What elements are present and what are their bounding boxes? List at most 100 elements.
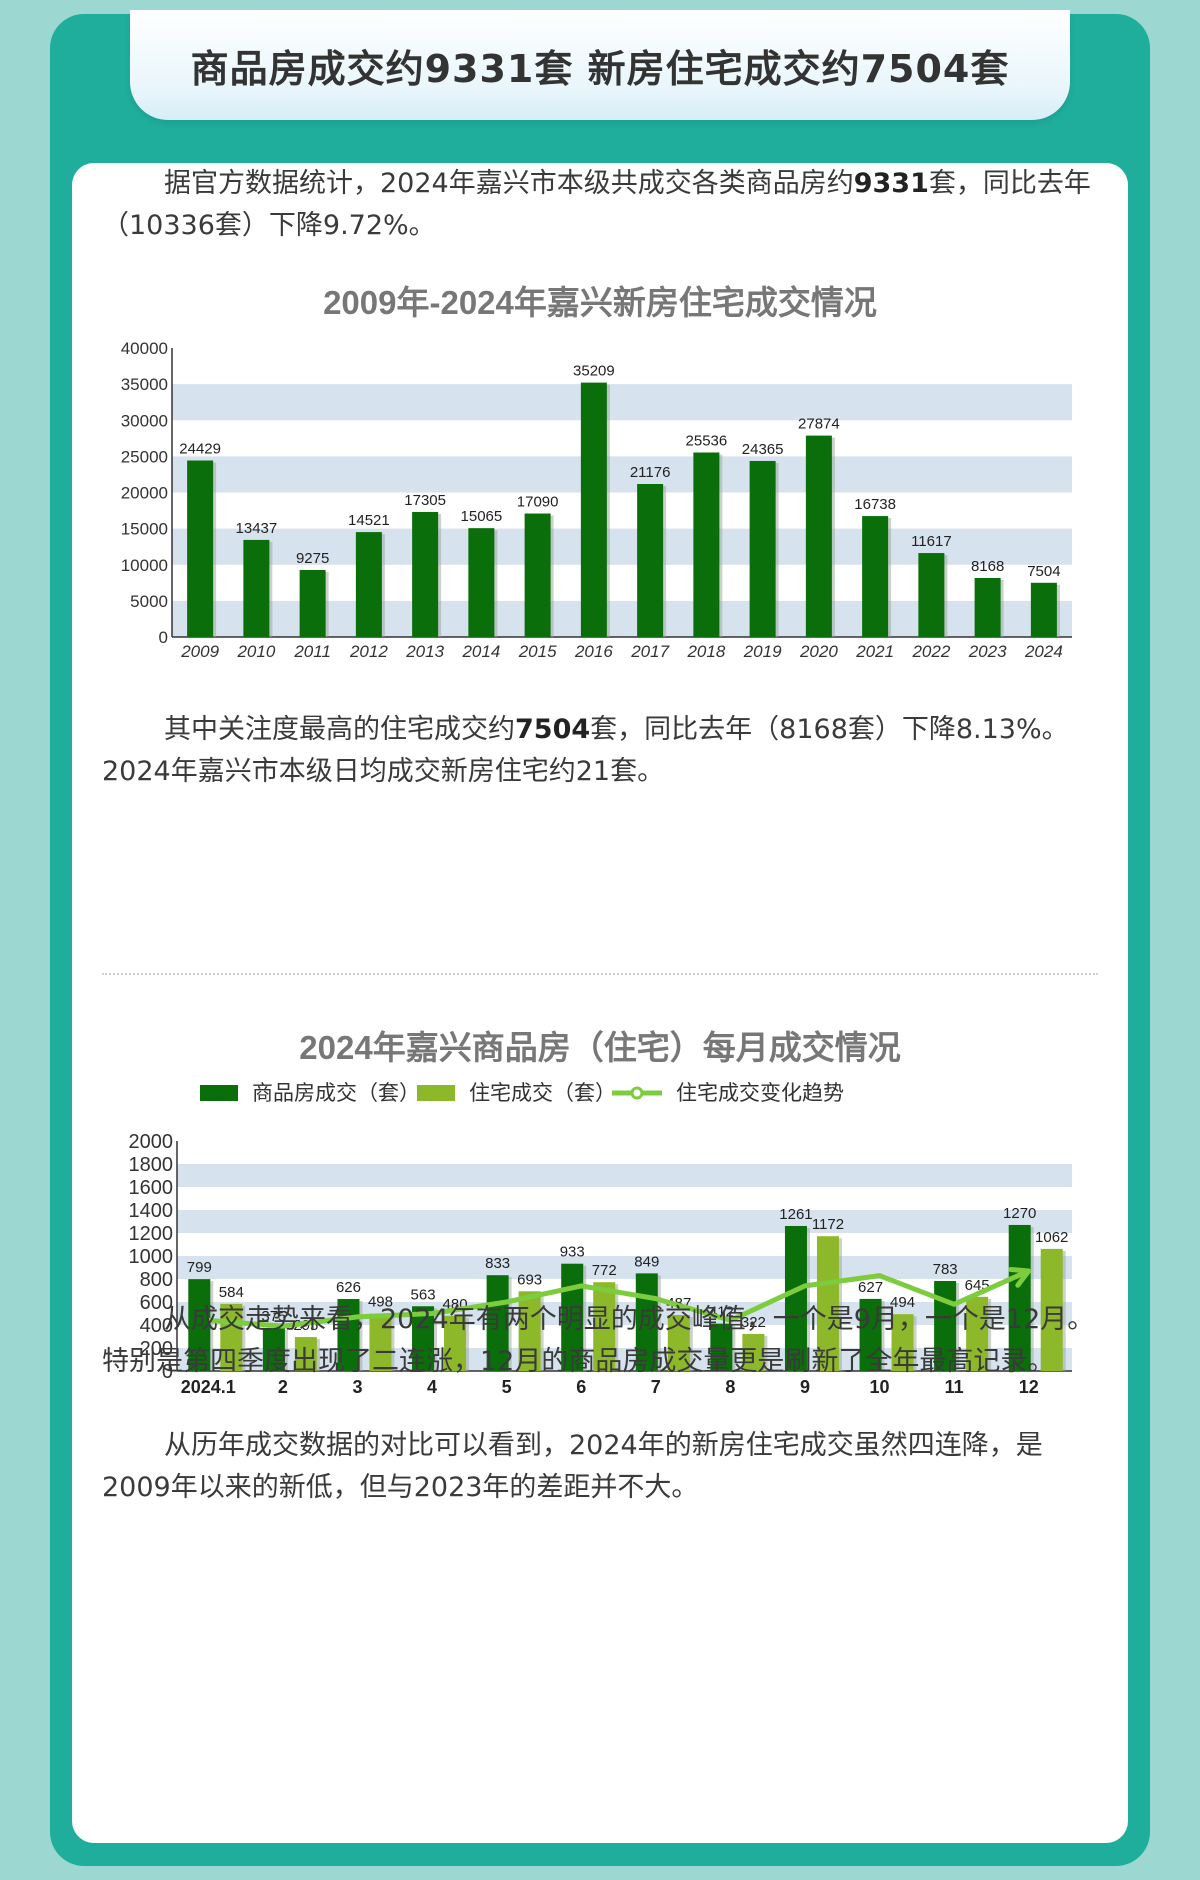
x-tick-label: 2014 bbox=[461, 642, 500, 661]
annual-chart: 2009年-2024年嘉兴新房住宅成交情况 0 5000 10000 15000 2000… bbox=[121, 284, 1072, 661]
bar-residential bbox=[816, 1236, 839, 1371]
y-tick-label: 1000 bbox=[129, 1246, 174, 1268]
y-tick-label: 200 bbox=[140, 1338, 173, 1360]
bar bbox=[749, 460, 776, 637]
data-label: 13437 bbox=[236, 520, 278, 537]
y-tick-label: 0 bbox=[162, 1361, 173, 1383]
data-label: 35209 bbox=[573, 363, 615, 380]
y-tick-label: 2000 bbox=[129, 1131, 174, 1153]
x-tick-label: 2018 bbox=[686, 642, 725, 661]
bar bbox=[299, 569, 326, 637]
x-tick-label: 5 bbox=[502, 1377, 512, 1397]
bar-commercial bbox=[710, 1323, 733, 1371]
data-label: 772 bbox=[592, 1262, 617, 1279]
grid-band bbox=[177, 1256, 1072, 1279]
highlight-number: 7504 bbox=[515, 714, 591, 745]
data-label: 626 bbox=[336, 1279, 361, 1296]
page-title: 商品房成交约9331套 新房住宅成交约7504套 bbox=[190, 46, 1010, 91]
highlight-number: 9331 bbox=[853, 168, 929, 199]
bar-residential bbox=[891, 1314, 914, 1371]
data-label: 563 bbox=[411, 1286, 436, 1303]
comparison-paragraph: 从历年成交数据的对比可以看到，2024年的新房住宅成交虽然四连降，是2009年以… bbox=[102, 1430, 1043, 1503]
x-tick-label: 12 bbox=[1019, 1377, 1039, 1397]
bar bbox=[187, 460, 214, 637]
bar bbox=[918, 553, 945, 637]
data-label: 322 bbox=[741, 1314, 766, 1331]
trend-paragraph: 从成交走势来看，2024年有两个明显的成交峰值，一个是9月，一个是12月。特别是… bbox=[102, 1304, 1095, 1377]
bar bbox=[974, 577, 1001, 637]
bar bbox=[862, 516, 889, 637]
y-tick-label: 1600 bbox=[129, 1177, 174, 1199]
data-label: 693 bbox=[517, 1271, 542, 1288]
bar-commercial bbox=[412, 1306, 435, 1371]
bar-commercial bbox=[859, 1298, 882, 1371]
y-tick-label: 35000 bbox=[121, 375, 168, 394]
bar-residential bbox=[966, 1296, 989, 1371]
x-tick-label: 4 bbox=[427, 1377, 437, 1397]
y-tick-label: 600 bbox=[140, 1292, 173, 1314]
y-tick-label: 400 bbox=[140, 1315, 173, 1337]
legend-swatch bbox=[417, 1085, 455, 1101]
y-tick-label: 30000 bbox=[121, 411, 168, 430]
bar-commercial bbox=[1008, 1224, 1031, 1371]
bar-residential bbox=[1040, 1248, 1063, 1371]
y-tick-label: 1200 bbox=[129, 1223, 174, 1245]
bar bbox=[243, 539, 270, 637]
bar bbox=[355, 532, 382, 637]
bar bbox=[468, 528, 495, 637]
bar bbox=[580, 382, 607, 637]
grid-band bbox=[177, 1164, 1072, 1187]
data-label: 8168 bbox=[971, 558, 1004, 575]
y-tick-label: 1800 bbox=[129, 1154, 174, 1176]
legend-marker bbox=[630, 1086, 644, 1100]
x-tick-label: 2024 bbox=[1024, 642, 1063, 661]
residential-paragraph: 其中关注度最高的住宅成交约7504套，同比去年（8168套）下降8.13%。20… bbox=[102, 714, 1069, 787]
data-label: 9275 bbox=[296, 550, 329, 567]
x-tick-label: 2021 bbox=[855, 642, 894, 661]
y-tick-label: 10000 bbox=[121, 556, 168, 575]
x-tick-label: 6 bbox=[576, 1377, 586, 1397]
data-label: 627 bbox=[858, 1279, 883, 1296]
bar-residential bbox=[294, 1337, 317, 1371]
x-tick-label: 2013 bbox=[405, 642, 444, 661]
y-tick-label: 40000 bbox=[121, 339, 168, 358]
data-label: 24365 bbox=[742, 441, 784, 458]
data-label: 1261 bbox=[779, 1206, 812, 1223]
x-tick-label: 2024.1 bbox=[181, 1377, 236, 1397]
data-label: 24429 bbox=[179, 441, 221, 458]
x-tick-label: 8 bbox=[725, 1377, 735, 1397]
data-label: 783 bbox=[933, 1261, 958, 1278]
bar-commercial bbox=[188, 1279, 211, 1371]
data-label: 17090 bbox=[517, 494, 559, 511]
x-tick-label: 7 bbox=[651, 1377, 661, 1397]
x-tick-label: 2 bbox=[278, 1377, 288, 1397]
x-tick-label: 2011 bbox=[293, 642, 331, 661]
data-label: 15065 bbox=[461, 508, 503, 525]
data-label: 494 bbox=[890, 1294, 915, 1311]
trend-line bbox=[208, 1268, 1030, 1329]
x-tick-label: 2022 bbox=[911, 642, 950, 661]
bar bbox=[637, 484, 664, 637]
x-tick-label: 2012 bbox=[349, 642, 388, 661]
bar-residential bbox=[742, 1333, 765, 1371]
intro-paragraph: 据官方数据统计，2024年嘉兴市本级共成交各类商品房约9331套，同比去年（10… bbox=[102, 168, 1091, 241]
x-tick-label: 2015 bbox=[518, 642, 557, 661]
y-tick-label: 0 bbox=[159, 628, 168, 647]
data-label: 498 bbox=[368, 1294, 393, 1311]
data-label: 849 bbox=[634, 1253, 659, 1270]
y-tick-label: 1400 bbox=[129, 1200, 174, 1222]
bar-residential bbox=[444, 1315, 467, 1371]
section-divider bbox=[102, 973, 1098, 975]
data-label: 11617 bbox=[911, 533, 952, 550]
y-tick-label: 800 bbox=[140, 1269, 173, 1291]
bar-commercial bbox=[262, 1327, 285, 1371]
x-tick-label: 2016 bbox=[574, 642, 613, 661]
data-label: 16738 bbox=[854, 496, 896, 513]
data-label: 27874 bbox=[798, 416, 840, 433]
grid-band bbox=[172, 456, 1072, 493]
chart-title: 2024年嘉兴商品房（住宅）每月成交情况 bbox=[299, 1029, 900, 1066]
y-tick-label: 5000 bbox=[130, 592, 168, 611]
x-tick-label: 2010 bbox=[236, 642, 275, 661]
legend-label: 商品房成交（套） bbox=[252, 1082, 420, 1105]
